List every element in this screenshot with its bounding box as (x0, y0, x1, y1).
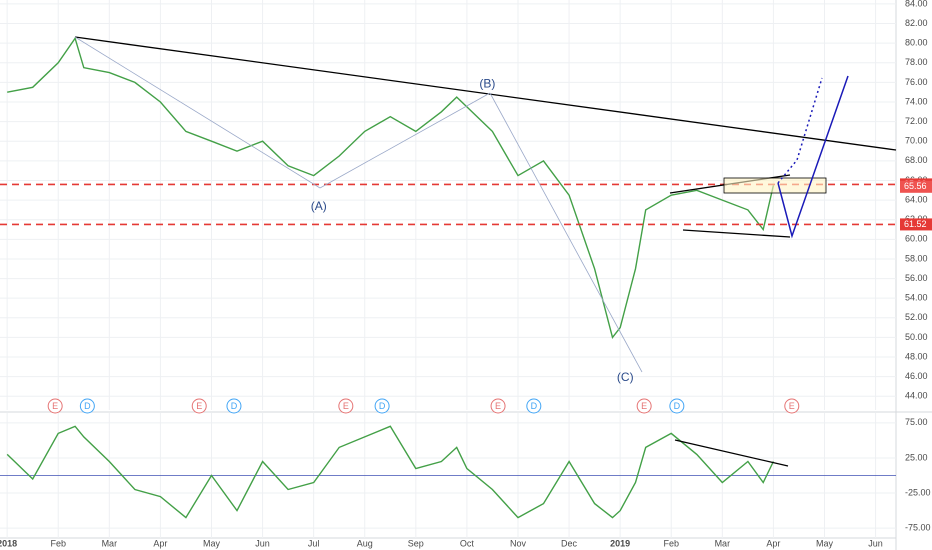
event-marker (784, 398, 800, 414)
channel-line (682, 229, 791, 238)
x-tick-label: Aug (357, 538, 373, 548)
x-tick-label: Nov (510, 538, 527, 548)
x-tick-label: Jun (868, 538, 883, 548)
wave-label: (B) (479, 77, 495, 91)
zone-box (723, 177, 827, 194)
event-label: D (674, 401, 681, 411)
wave-line (74, 36, 321, 189)
x-tick-label: Oct (460, 538, 475, 548)
wave-line (489, 92, 643, 373)
y-tick-label: 46.00 (905, 371, 928, 381)
drawings (74, 36, 897, 467)
y-tick-label: 25.00 (905, 452, 928, 462)
event-label: E (641, 401, 647, 411)
event-marker (636, 398, 652, 414)
level-label: 61.52 (904, 219, 927, 229)
x-tick-label: 2019 (610, 538, 630, 548)
y-tick-label: 75.00 (905, 417, 928, 427)
last-price-label: 65.56 (904, 181, 927, 191)
event-label: E (52, 401, 58, 411)
y-tick-label: 58.00 (905, 253, 928, 263)
y-tick-label: -25.00 (905, 487, 931, 497)
event-marker (338, 398, 354, 414)
event-label: E (343, 401, 349, 411)
event-marker (191, 398, 207, 414)
event-marker (526, 398, 542, 414)
wave-label: (C) (617, 370, 634, 384)
y-tick-label: 68.00 (905, 155, 928, 165)
price-line (7, 36, 775, 339)
x-tick-label: Mar (102, 538, 118, 548)
oscillator-line (6, 425, 775, 519)
y-tick-label: 76.00 (905, 77, 928, 87)
x-tick-label: Jul (308, 538, 320, 548)
event-label: D (531, 401, 538, 411)
x-tick-label: May (203, 538, 221, 548)
event-marker (47, 398, 63, 414)
event-marker (669, 398, 685, 414)
x-tick-label: Sep (408, 538, 424, 548)
event-label: E (789, 401, 795, 411)
oscillator-trend-line (674, 439, 789, 467)
projection-arrow-dotted (777, 77, 823, 184)
x-tick-label: Apr (153, 538, 167, 548)
event-label: E (495, 401, 501, 411)
y-tick-label: 60.00 (905, 234, 928, 244)
event-label: D (84, 401, 91, 411)
y-tick-label: 48.00 (905, 351, 928, 361)
x-tick-label: Jun (255, 538, 270, 548)
x-tick-label: Feb (663, 538, 679, 548)
y-tick-label: 84.00 (905, 0, 928, 8)
y-tick-label: -75.00 (905, 523, 931, 533)
y-tick-label: 56.00 (905, 273, 928, 283)
y-tick-label: 72.00 (905, 116, 928, 126)
wave-label: (A) (311, 199, 327, 213)
x-tick-label: 2018 (0, 538, 17, 548)
event-marker (374, 398, 390, 414)
event-marker (79, 398, 95, 414)
x-tick-label: Apr (766, 538, 780, 548)
wave-line (319, 92, 491, 189)
level-tag (900, 218, 932, 231)
event-label: D (379, 401, 386, 411)
last-price-tag (900, 180, 932, 193)
event-label: D (231, 401, 238, 411)
y-tick-label: 80.00 (905, 38, 928, 48)
y-tick-label: 70.00 (905, 136, 928, 146)
x-tick-label: Dec (561, 538, 578, 548)
event-marker (226, 398, 242, 414)
event-label: E (196, 401, 202, 411)
event-marker (490, 398, 506, 414)
y-tick-label: 74.00 (905, 96, 928, 106)
y-tick-label: 64.00 (905, 194, 928, 204)
trend-line (74, 36, 897, 151)
y-tick-label: 82.00 (905, 18, 928, 28)
y-tick-label: 54.00 (905, 293, 928, 303)
projection-arrow (777, 75, 849, 239)
x-tick-label: May (816, 538, 834, 548)
y-tick-label: 50.00 (905, 332, 928, 342)
y-tick-label: 44.00 (905, 391, 928, 401)
x-tick-label: Feb (50, 538, 66, 548)
y-tick-label: 78.00 (905, 57, 928, 67)
y-tick-label: 52.00 (905, 312, 928, 322)
x-tick-label: Mar (715, 538, 731, 548)
